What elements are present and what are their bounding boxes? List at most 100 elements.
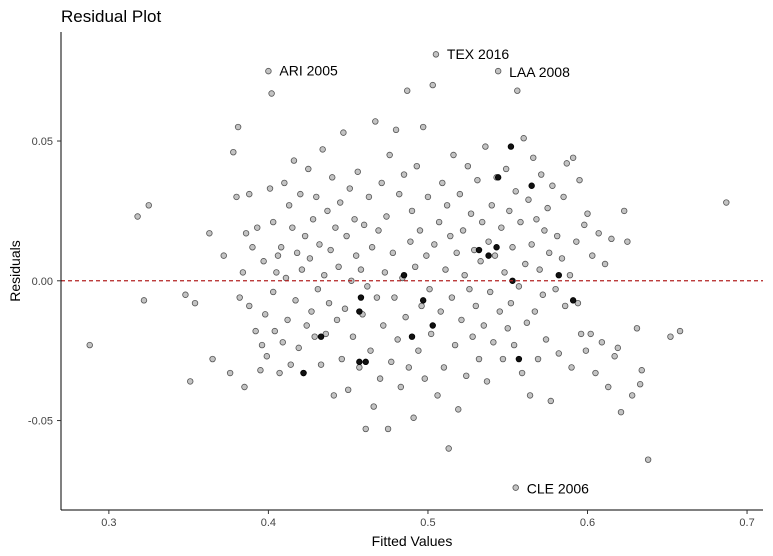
data-point — [246, 190, 253, 198]
data-point-dark — [555, 271, 562, 279]
data-point — [553, 232, 561, 240]
data-point — [592, 369, 599, 377]
data-point — [450, 151, 457, 159]
data-point — [587, 330, 594, 338]
data-point — [357, 266, 365, 273]
data-point — [352, 252, 360, 259]
data-point — [442, 266, 449, 273]
data-point — [517, 218, 524, 226]
data-point — [577, 330, 585, 338]
data-point — [277, 244, 285, 251]
data-point — [644, 456, 652, 463]
data-point — [456, 190, 464, 198]
data-point — [426, 285, 433, 293]
data-point — [191, 299, 199, 307]
data-point — [145, 202, 152, 209]
data-point — [391, 294, 398, 301]
data-point — [388, 358, 395, 366]
data-point — [620, 207, 628, 215]
data-point — [509, 244, 516, 251]
data-point — [276, 369, 283, 377]
y-tick-label: 0.00 — [32, 276, 53, 288]
data-point — [466, 285, 473, 293]
data-point — [507, 299, 515, 307]
data-point — [546, 249, 553, 257]
data-point — [408, 207, 416, 215]
data-point — [542, 336, 550, 343]
data-point — [504, 325, 511, 332]
data-point — [351, 216, 358, 223]
data-point-dark — [507, 143, 515, 150]
data-point — [220, 252, 227, 259]
data-point — [308, 308, 315, 315]
data-point — [273, 269, 280, 276]
data-point — [327, 246, 334, 254]
data-point — [419, 123, 427, 131]
data-point — [560, 193, 567, 201]
data-point — [392, 126, 400, 134]
data-point — [525, 196, 532, 203]
data-point — [510, 341, 518, 349]
data-point — [488, 202, 495, 209]
data-point-dark — [494, 174, 502, 181]
data-point — [482, 143, 489, 150]
data-point — [386, 151, 393, 159]
data-point — [319, 146, 326, 153]
data-point — [321, 271, 328, 279]
data-point — [534, 355, 542, 363]
data-point-dark — [429, 322, 436, 329]
data-point — [258, 341, 266, 349]
data-point — [281, 179, 288, 187]
data-point-dark — [569, 297, 577, 304]
data-point — [472, 302, 480, 310]
data-point — [676, 327, 684, 335]
data-point-dark — [528, 182, 535, 189]
data-point — [475, 355, 483, 363]
data-point — [394, 336, 401, 343]
data-point — [209, 355, 216, 363]
data-point — [539, 291, 547, 298]
data-point — [402, 313, 409, 321]
data-point — [459, 227, 467, 234]
data-point — [512, 484, 519, 491]
data-point — [464, 162, 472, 170]
data-point-dark — [515, 355, 523, 363]
data-point — [416, 227, 424, 234]
data-point — [239, 269, 247, 276]
x-tick-label: 0.3 — [101, 517, 116, 529]
data-point — [474, 176, 481, 184]
data-point — [486, 288, 494, 296]
data-point — [494, 67, 502, 75]
data-point — [263, 353, 271, 360]
data-point — [265, 67, 272, 75]
data-point — [608, 235, 615, 243]
data-point — [329, 174, 336, 181]
data-point — [584, 210, 591, 217]
data-point — [236, 294, 243, 301]
data-point — [314, 285, 322, 293]
data-point-dark — [300, 369, 307, 377]
data-point — [434, 392, 441, 399]
data-point — [421, 375, 428, 382]
data-point — [501, 269, 508, 276]
data-point — [423, 252, 430, 259]
data-point — [427, 330, 435, 338]
data-point — [337, 199, 344, 206]
data-point — [313, 193, 320, 201]
x-tick-label: 0.6 — [580, 517, 595, 529]
data-point — [324, 207, 331, 215]
data-point — [306, 255, 314, 262]
data-point-dark — [356, 308, 363, 315]
data-point — [295, 344, 302, 352]
data-point — [522, 260, 529, 268]
data-point — [614, 344, 622, 352]
data-point — [293, 249, 301, 257]
data-point — [301, 232, 309, 240]
data-point — [512, 188, 519, 195]
data-point — [514, 87, 521, 94]
data-point — [330, 392, 338, 399]
chart-title: Residual Plot — [61, 7, 161, 26]
data-point — [252, 327, 259, 335]
data-point — [544, 204, 551, 212]
data-point — [375, 227, 382, 234]
